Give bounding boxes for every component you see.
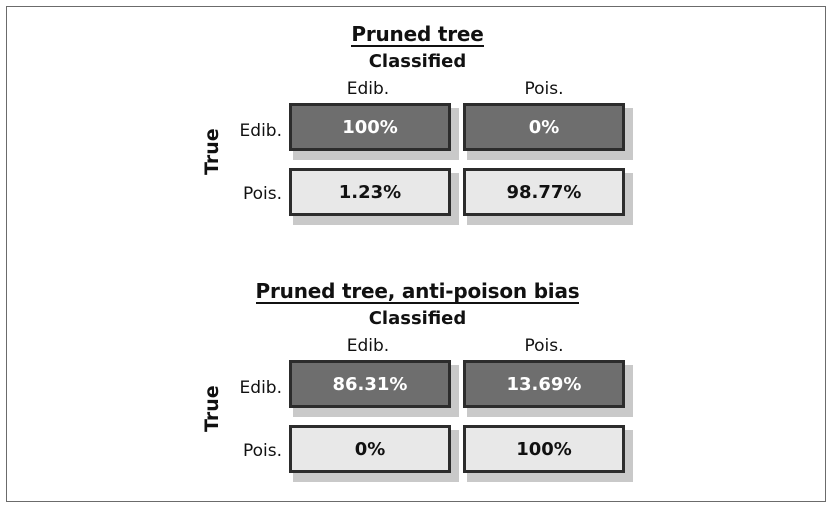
row-label-poisonous: Pois. (242, 184, 282, 204)
true-axis-label: True (201, 385, 223, 432)
column-label-edible: Edib. (346, 79, 390, 99)
row-label-edible: Edib. (239, 378, 282, 398)
matrix-title: Pruned tree, anti-poison bias (255, 279, 580, 304)
true-axis-label: True (201, 128, 223, 175)
row-label-edible: Edib. (239, 121, 282, 141)
confusion-matrix-anti-poison-bias: Pruned tree, anti-poison bias Classified… (0, 257, 835, 487)
cell-true-edible-classified-poisonous: 0% (463, 103, 625, 151)
figure-frame (6, 6, 826, 502)
cell-true-edible-classified-poisonous: 13.69% (463, 360, 625, 408)
cell-true-poisonous-classified-poisonous: 100% (463, 425, 625, 473)
row-label-poisonous: Pois. (242, 441, 282, 461)
matrix-title: Pruned tree (351, 22, 484, 47)
matrix-subtitle: Classified (368, 51, 467, 72)
column-label-poisonous: Pois. (524, 336, 564, 356)
cell-true-poisonous-classified-edible: 1.23% (289, 168, 451, 216)
confusion-matrix-pruned-tree: Pruned tree Classified Edib. Pois. True … (0, 0, 835, 230)
cell-true-edible-classified-edible: 86.31% (289, 360, 451, 408)
cell-true-poisonous-classified-poisonous: 98.77% (463, 168, 625, 216)
column-label-poisonous: Pois. (524, 79, 564, 99)
column-label-edible: Edib. (346, 336, 390, 356)
matrix-subtitle: Classified (368, 308, 467, 329)
cell-true-poisonous-classified-edible: 0% (289, 425, 451, 473)
cell-true-edible-classified-edible: 100% (289, 103, 451, 151)
